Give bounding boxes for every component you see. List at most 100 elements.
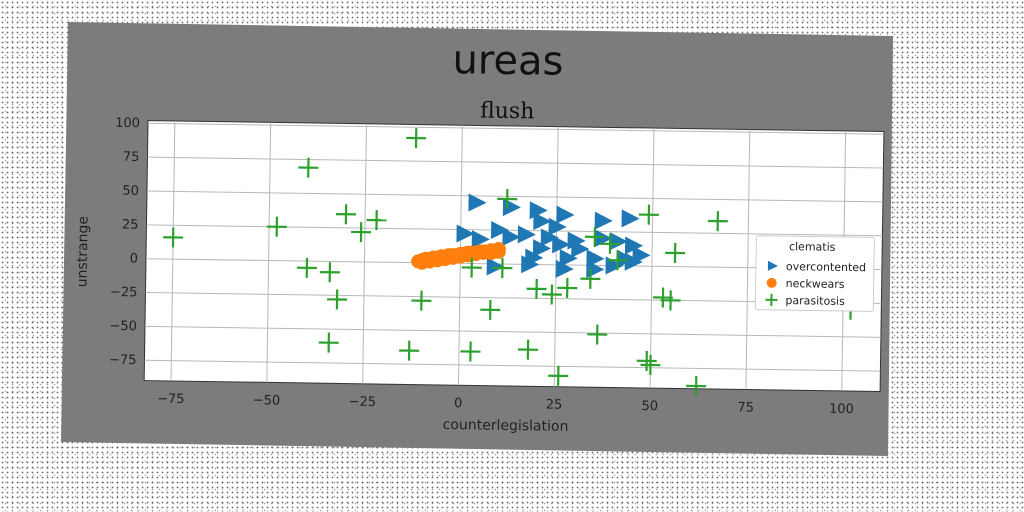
data-point bbox=[163, 227, 184, 248]
data-marks bbox=[163, 128, 861, 397]
y-tick-label: −50 bbox=[109, 319, 137, 334]
chart-subtitle: flush bbox=[480, 99, 535, 125]
data-point bbox=[686, 376, 707, 397]
y-tick-label: 25 bbox=[122, 217, 139, 232]
data-point bbox=[327, 289, 348, 310]
legend-marker bbox=[767, 260, 778, 271]
data-point bbox=[594, 211, 613, 230]
data-point bbox=[555, 259, 574, 278]
data-point bbox=[526, 278, 547, 299]
series-overcontented bbox=[456, 193, 651, 279]
x-axis-label: counterlegislation bbox=[443, 417, 569, 435]
data-point bbox=[557, 277, 578, 298]
data-point bbox=[621, 209, 640, 228]
data-point bbox=[298, 157, 319, 178]
legend-label: overcontented bbox=[786, 260, 866, 274]
grid-line-x bbox=[362, 123, 368, 384]
data-point bbox=[559, 249, 578, 268]
data-point bbox=[468, 193, 487, 212]
legend-entry: overcontented bbox=[767, 260, 866, 274]
grid-line-y bbox=[144, 325, 881, 338]
x-tick-labels: −75 −50 −25 0 25 50 75 100 bbox=[157, 392, 854, 417]
y-tick-label: 75 bbox=[123, 150, 140, 165]
data-point bbox=[502, 227, 521, 246]
legend-label: parasitosis bbox=[785, 294, 845, 308]
data-point bbox=[492, 258, 513, 279]
data-point bbox=[319, 262, 340, 283]
grid-line-x bbox=[170, 120, 176, 381]
x-tick-label: −25 bbox=[349, 395, 377, 410]
grid-line-x bbox=[553, 126, 559, 387]
x-tick-label: 100 bbox=[829, 402, 854, 417]
data-point bbox=[335, 204, 357, 225]
data-point bbox=[399, 340, 420, 361]
legend-marker bbox=[766, 277, 777, 288]
y-tick-label: 0 bbox=[130, 251, 139, 266]
data-point bbox=[624, 252, 643, 271]
y-tick-labels: 100 75 50 25 0 −25 −50 −75 bbox=[109, 116, 140, 368]
data-point bbox=[548, 217, 567, 236]
legend-entry: neckwears bbox=[766, 277, 845, 291]
data-point bbox=[624, 236, 644, 255]
y-tick-label: −75 bbox=[109, 353, 137, 368]
data-point bbox=[609, 232, 628, 251]
x-tick-label: −75 bbox=[157, 392, 185, 407]
legend-title: clematis bbox=[789, 240, 836, 254]
series-parasitosis bbox=[163, 128, 861, 397]
data-point bbox=[636, 350, 657, 371]
data-point bbox=[540, 228, 559, 247]
x-tick-label: 0 bbox=[454, 396, 463, 411]
legend-box bbox=[754, 235, 875, 312]
legend: clematis overcontented neckwears parasitos… bbox=[754, 235, 875, 312]
data-point bbox=[594, 229, 613, 248]
grid-line-y bbox=[146, 190, 883, 203]
grid-line-y bbox=[147, 156, 884, 169]
data-point bbox=[533, 212, 552, 231]
data-point bbox=[491, 244, 506, 259]
y-axis-label: unstrange bbox=[75, 216, 92, 287]
series-neckwears bbox=[411, 242, 506, 270]
grid-line-x bbox=[745, 129, 751, 390]
data-point bbox=[638, 204, 659, 225]
x-tick-label: −50 bbox=[253, 393, 281, 408]
data-point bbox=[460, 341, 481, 362]
data-point bbox=[351, 222, 372, 243]
data-point bbox=[584, 226, 605, 247]
data-point bbox=[296, 257, 317, 278]
data-point bbox=[461, 257, 482, 278]
data-point bbox=[600, 233, 621, 254]
data-point bbox=[640, 355, 661, 376]
x-tick-label: 25 bbox=[546, 398, 563, 413]
grid-line-x bbox=[266, 122, 272, 383]
data-point bbox=[517, 225, 536, 244]
grid-line-x bbox=[649, 128, 655, 389]
legend-marker bbox=[765, 293, 778, 306]
data-point bbox=[521, 255, 540, 274]
data-point bbox=[486, 257, 505, 276]
data-point bbox=[587, 324, 608, 345]
data-point bbox=[517, 339, 539, 360]
grid-line-y bbox=[147, 122, 884, 135]
legend-label: neckwears bbox=[786, 277, 845, 291]
data-point bbox=[707, 211, 728, 232]
data-point bbox=[366, 210, 387, 231]
data-point bbox=[552, 235, 571, 254]
data-point bbox=[532, 239, 552, 258]
x-tick-label: 75 bbox=[737, 400, 754, 415]
data-point bbox=[456, 224, 475, 243]
plot-area bbox=[143, 120, 885, 392]
data-point bbox=[497, 189, 518, 210]
data-point bbox=[541, 284, 562, 305]
y-tick-label: 100 bbox=[115, 116, 140, 131]
data-point bbox=[665, 242, 686, 264]
x-tick-label: 50 bbox=[641, 399, 658, 414]
chart-title: ureas bbox=[452, 37, 564, 85]
data-point bbox=[490, 220, 510, 239]
data-point bbox=[607, 250, 628, 271]
y-tick-label: 50 bbox=[122, 184, 139, 199]
legend-entry: parasitosis bbox=[765, 293, 845, 308]
legend-entries: overcontented neckwears parasitosis bbox=[765, 260, 866, 308]
data-point bbox=[556, 205, 575, 224]
data-point bbox=[318, 332, 339, 353]
